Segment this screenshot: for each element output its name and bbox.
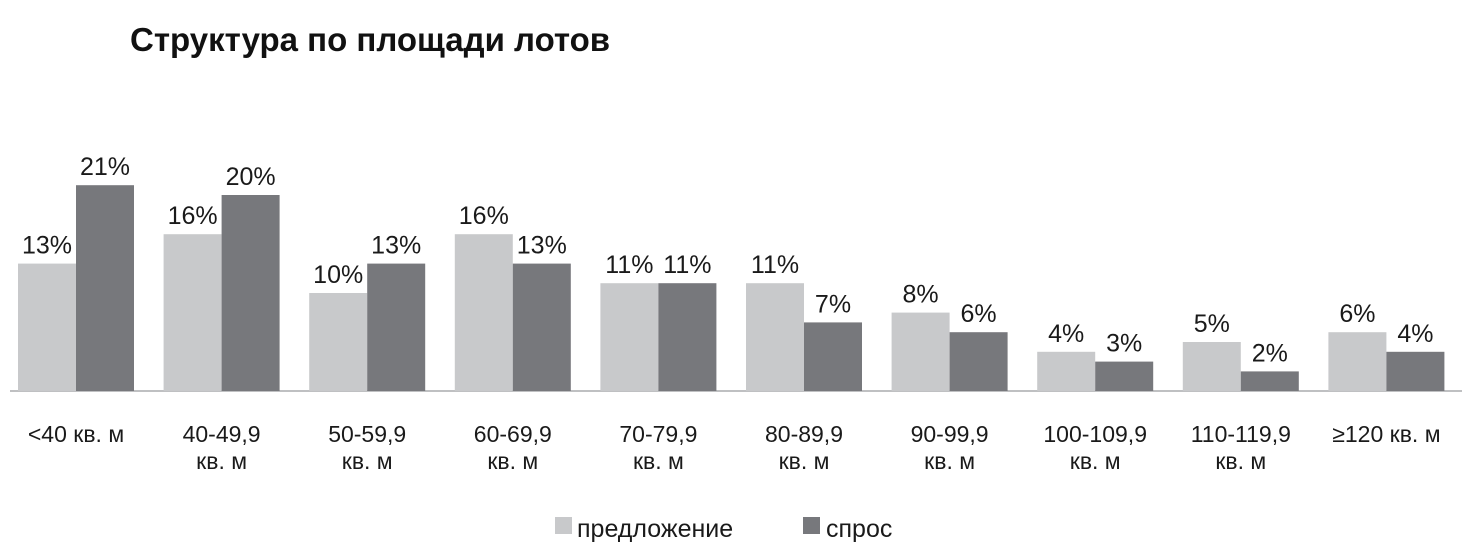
- data-label-demand-9: 4%: [1397, 320, 1433, 348]
- bar-supply-5: [746, 283, 804, 391]
- bar-demand-0: [76, 185, 134, 391]
- x-tick-label-1-line-0: 40-49,9: [183, 421, 261, 447]
- legend-swatch-supply: [555, 517, 572, 534]
- legend-swatch-demand: [803, 517, 820, 534]
- data-label-demand-8: 2%: [1252, 339, 1288, 367]
- bar-supply-9: [1328, 332, 1387, 391]
- data-label-supply-7: 4%: [1048, 320, 1084, 348]
- legend-label-supply: предложение: [577, 515, 733, 543]
- x-tick-label-3-line-0: 60-69,9: [474, 421, 552, 447]
- x-tick-label-0-line-0: <40 кв. м: [28, 421, 124, 447]
- data-label-supply-3: 16%: [459, 202, 509, 230]
- bar-supply-7: [1037, 351, 1096, 391]
- x-tick-label-6-line-1: кв. м: [924, 448, 975, 474]
- bar-demand-9: [1386, 351, 1445, 391]
- data-label-demand-0: 21%: [80, 153, 130, 181]
- bar-demand-3: [512, 263, 571, 391]
- x-tick-label-4-line-0: 70-79,9: [619, 421, 697, 447]
- data-label-demand-3: 13%: [517, 232, 567, 260]
- data-label-supply-0: 13%: [22, 232, 72, 260]
- bar-demand-5: [804, 322, 862, 391]
- bar-demand-6: [949, 332, 1008, 391]
- data-label-supply-4: 11%: [605, 251, 653, 279]
- data-label-demand-1: 20%: [226, 163, 276, 191]
- x-tick-label-5-line-0: 80-89,9: [765, 421, 843, 447]
- data-label-supply-8: 5%: [1194, 310, 1230, 338]
- data-label-supply-6: 8%: [903, 281, 939, 309]
- data-label-supply-9: 6%: [1339, 300, 1375, 328]
- data-label-supply-1: 16%: [168, 202, 218, 230]
- x-tick-label-4-line-1: кв. м: [633, 448, 684, 474]
- bar-demand-4: [658, 283, 717, 391]
- x-tick-label-6-line-0: 90-99,9: [911, 421, 989, 447]
- legend: предложение спрос: [555, 515, 892, 543]
- bar-supply-1: [163, 234, 222, 391]
- data-label-supply-5: 11%: [751, 251, 799, 279]
- data-labels-layer: 13% 21% 16% 20% 10% 13% 16% 13% 11% 11% 11% 7% 8% 6% 4…: [22, 153, 1433, 367]
- bars-layer: [18, 185, 1445, 391]
- bar-supply-6: [891, 312, 950, 391]
- x-tick-label-8-line-1: кв. м: [1215, 448, 1266, 474]
- bar-demand-1: [221, 195, 280, 391]
- x-tick-label-5-line-1: кв. м: [779, 448, 830, 474]
- bar-supply-4: [600, 283, 659, 391]
- legend-label-demand: спрос: [826, 515, 892, 543]
- data-label-demand-4: 11%: [663, 251, 711, 279]
- x-tick-labels-layer: <40 кв. м 40-49,9кв. м50-59,9кв. м60-69,9…: [28, 421, 1441, 474]
- data-label-supply-2: 10%: [313, 261, 363, 289]
- bar-supply-2: [309, 293, 368, 391]
- x-tick-label-9-line-0: ≥120 кв. м: [1332, 421, 1440, 447]
- x-tick-label-1-line-1: кв. м: [196, 448, 247, 474]
- data-label-demand-7: 3%: [1106, 330, 1142, 358]
- data-label-demand-2: 13%: [371, 232, 421, 260]
- data-label-demand-6: 6%: [961, 300, 997, 328]
- bar-supply-8: [1182, 342, 1241, 391]
- bar-demand-2: [367, 263, 426, 391]
- x-tick-label-2-line-1: кв. м: [342, 448, 393, 474]
- data-label-demand-5: 7%: [815, 290, 851, 318]
- bar-demand-8: [1240, 371, 1299, 391]
- x-tick-label-7-line-0: 100-109,9: [1043, 421, 1147, 447]
- bar-supply-0: [18, 263, 76, 391]
- bar-supply-3: [454, 234, 513, 391]
- x-tick-label-7-line-1: кв. м: [1070, 448, 1121, 474]
- bar-demand-7: [1095, 361, 1154, 391]
- chart-title: Структура по площади лотов: [130, 21, 610, 58]
- x-tick-label-2-line-0: 50-59,9: [328, 421, 406, 447]
- x-tick-label-3-line-1: кв. м: [487, 448, 538, 474]
- x-tick-label-8-line-0: 110-119,9: [1191, 421, 1291, 447]
